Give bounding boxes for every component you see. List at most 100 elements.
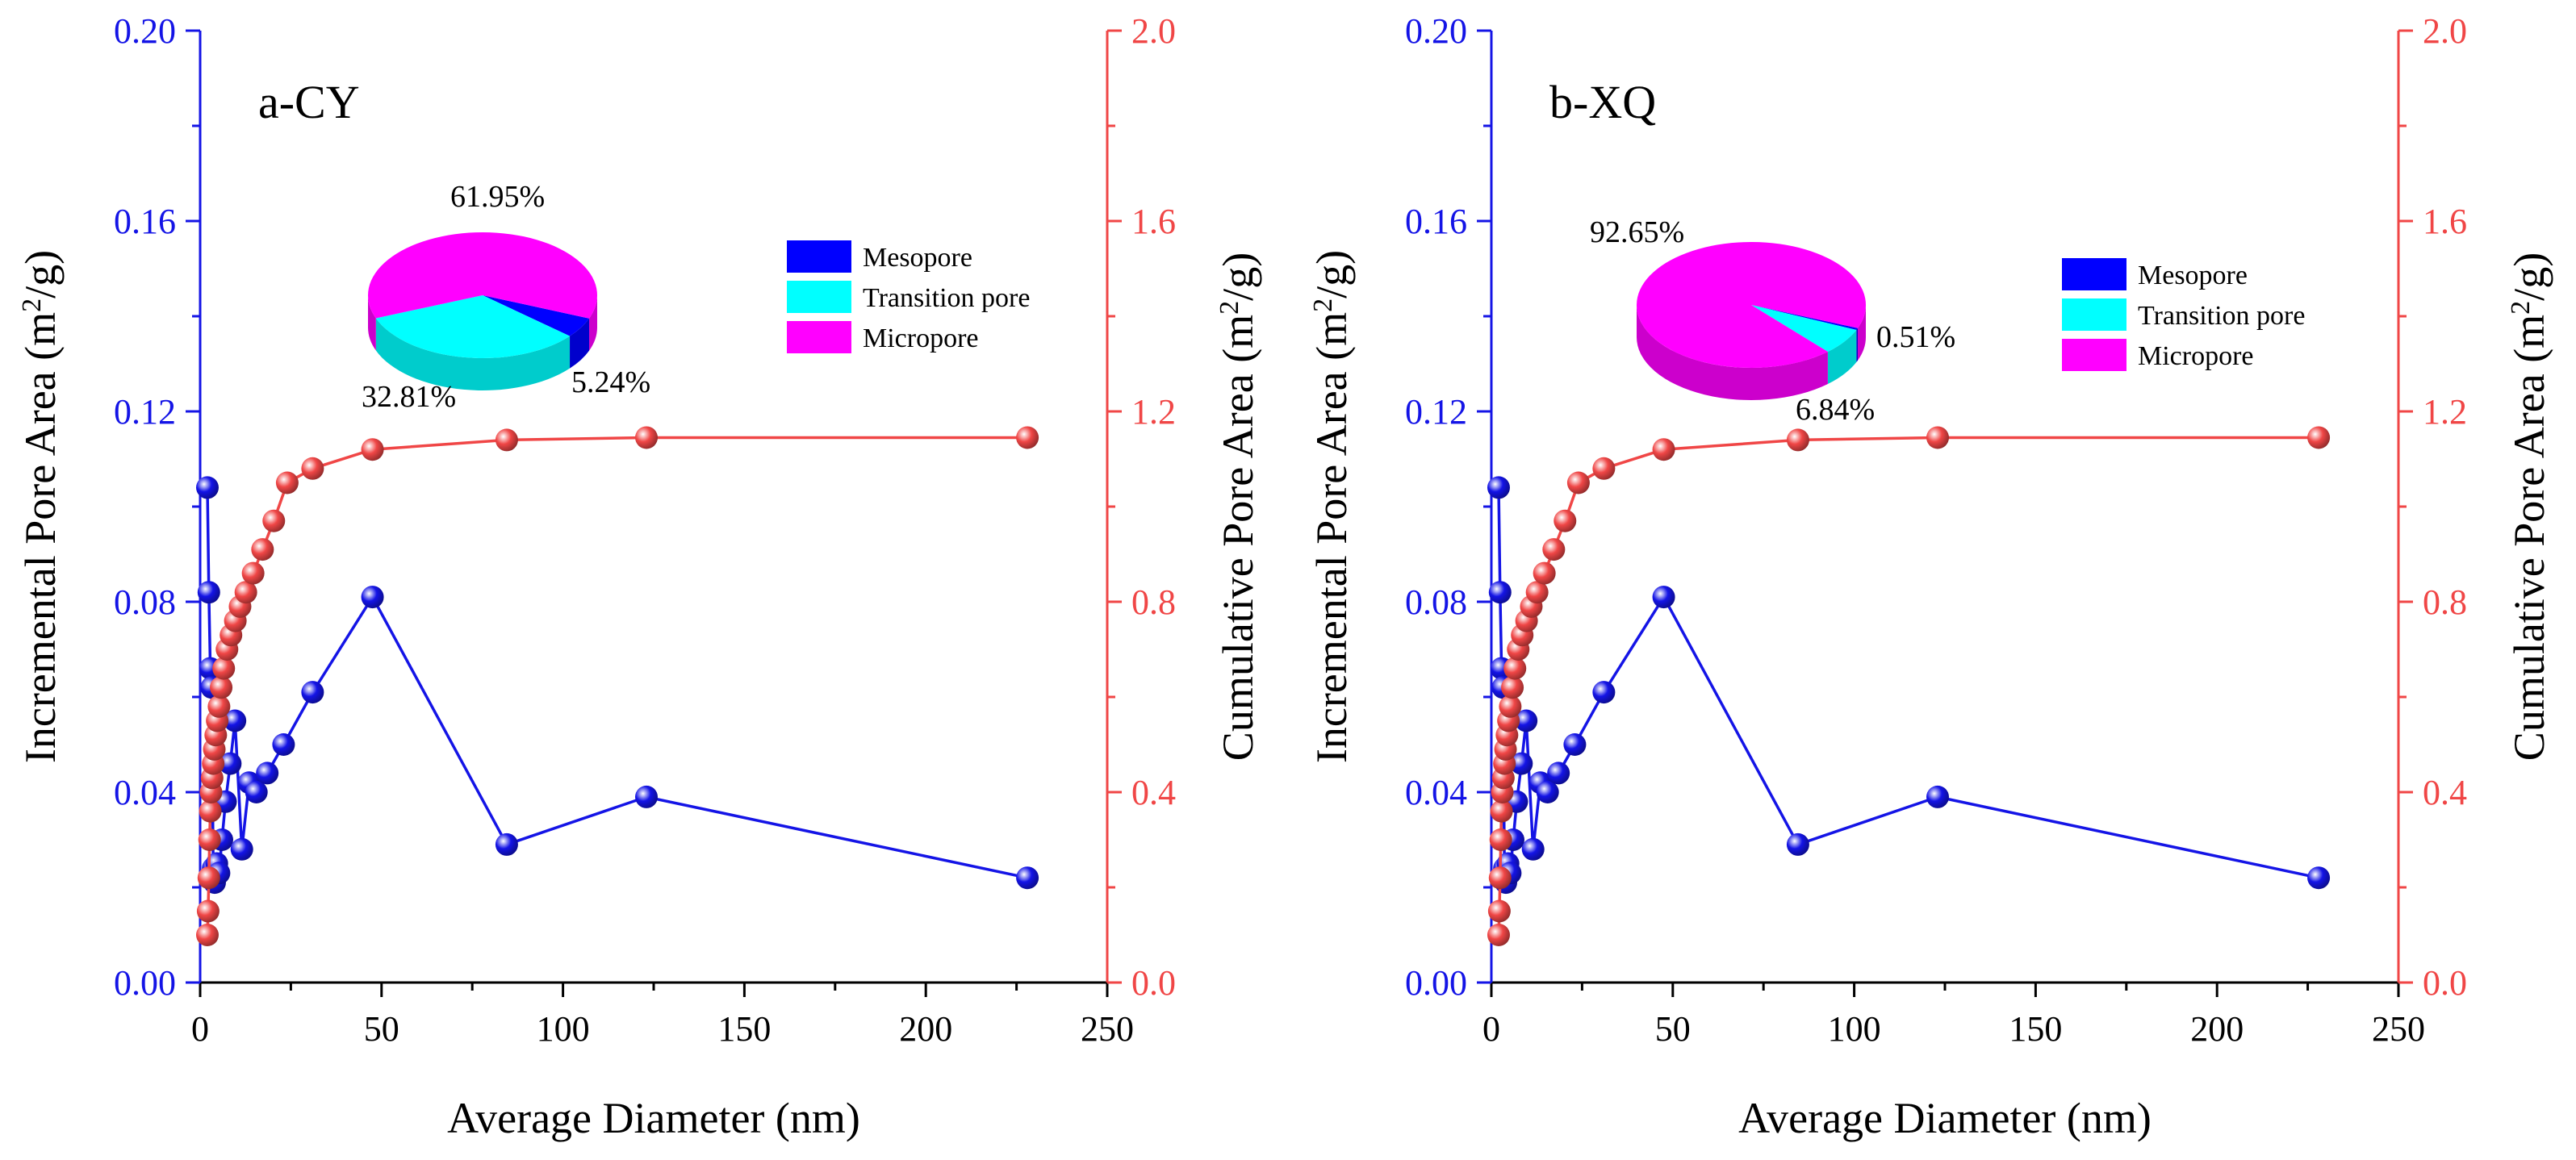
y-right-tick-label: 0.0 (2423, 963, 2467, 1003)
incremental-point (1487, 476, 1510, 499)
pie-percent-label: 0.51% (1876, 320, 1955, 354)
pie-slice-transition-pore (1751, 305, 1857, 353)
cumulative-point (1533, 561, 1556, 585)
cumulative-point (1525, 581, 1549, 604)
cumulative-point (198, 828, 221, 851)
cumulative-point (1554, 509, 1577, 532)
y-right-tick-label: 0.4 (2423, 773, 2467, 812)
panel-label: a-CY (258, 76, 360, 128)
cumulative-point (2307, 426, 2331, 449)
pie-slice-mesopore (1751, 305, 1859, 331)
cumulative-point (1489, 828, 1512, 851)
cumulative-point (262, 509, 286, 532)
legend-label: Mesopore (2138, 261, 2248, 290)
cumulative-point (251, 538, 274, 561)
legend-swatch (787, 240, 851, 273)
y-left-tick-label: 0.08 (114, 582, 176, 622)
incremental-point (195, 476, 219, 499)
cumulative-point (1503, 657, 1527, 680)
cumulative-point (241, 561, 265, 585)
y-left-tick-label: 0.04 (114, 773, 176, 812)
pie-slice-side (1856, 328, 1859, 363)
y-left-title-sup: 2 (17, 298, 47, 312)
pie-percent-label: 92.65% (1590, 215, 1684, 249)
legend-label: Transition pore (2138, 301, 2305, 331)
y-right-tick-label: 0.8 (1131, 582, 1176, 622)
y-right-title-sup: 2 (1215, 301, 1244, 315)
incremental-point (1536, 781, 1559, 803)
cumulative-point (199, 799, 222, 823)
y-right-tick-label: 1.6 (1131, 202, 1176, 241)
incremental-point (224, 709, 247, 732)
cumulative-point (1499, 695, 1522, 718)
legend-swatch (2062, 339, 2126, 371)
y-left-title-base: Incremental Pore Area (m (1307, 312, 1356, 763)
x-tick-label: 50 (1655, 1009, 1691, 1049)
y-right-title-tail: /g) (1214, 252, 1262, 301)
cumulative-point (1926, 426, 1950, 449)
pie-slice-side (570, 318, 590, 369)
cumulative-point (196, 899, 220, 923)
y-left-tick-label: 0.20 (1405, 11, 1467, 51)
cumulative-series-line (1497, 436, 2319, 936)
legend-label: Micropore (863, 323, 979, 353)
y-right-tick-label: 0.4 (1131, 773, 1176, 812)
x-tick-label: 150 (2009, 1009, 2062, 1049)
pie-slice-micropore (1636, 242, 1866, 369)
y-left-tick-label: 0.12 (1405, 392, 1467, 432)
legend-label: Transition pore (863, 283, 1030, 313)
pie-slice-micropore (368, 232, 597, 319)
panel-b-xq: 0 50 100 150 200 250 0.00 0.04 0.08 0.12 0.16 0.20 0… (1307, 11, 2553, 1142)
pie-percent-label: 5.24% (571, 365, 650, 399)
incremental-point (1786, 832, 1809, 856)
y-right-tick-label: 1.6 (2423, 202, 2467, 241)
y-right-tick-label: 1.2 (1131, 392, 1176, 432)
y-right-axis-title: Cumulative Pore Area (m2/g) (1214, 252, 1262, 761)
cumulative-point (495, 428, 518, 452)
pie-percent-label: 6.84% (1796, 393, 1875, 427)
cumulative-point (197, 866, 220, 890)
incremental-point (1592, 681, 1616, 704)
pie-slice-side (1637, 305, 1828, 401)
y-left-title-sup: 2 (1308, 298, 1338, 312)
incremental-point (1563, 733, 1587, 756)
y-left-tick-label: 0.20 (114, 11, 176, 51)
pie-slice-transition-pore (375, 295, 571, 359)
x-tick-label: 250 (1081, 1009, 1134, 1049)
cumulative-point (1490, 799, 1513, 823)
cumulative-point (635, 426, 659, 449)
pie-slice-mesopore (483, 295, 590, 336)
pie-slice-side (589, 295, 597, 351)
x-tick-label: 150 (717, 1009, 771, 1049)
incremental-point (301, 681, 324, 704)
pie-slice-side (1827, 330, 1857, 385)
y-right-tick-label: 2.0 (1131, 11, 1176, 51)
cumulative-point (301, 457, 324, 480)
y-left-tick-label: 0.16 (1405, 202, 1467, 241)
cumulative-point (210, 676, 233, 699)
y-right-title-base: Cumulative Pore Area (m (1214, 315, 1262, 761)
cumulative-series-line (206, 436, 1028, 936)
y-right-tick-label: 1.2 (2423, 392, 2467, 432)
legend-swatch (2062, 298, 2126, 331)
cumulative-point (1487, 899, 1511, 923)
incremental-point (1488, 581, 1512, 604)
x-tick-label: 200 (899, 1009, 952, 1049)
cumulative-point (1488, 866, 1512, 890)
incremental-point (1521, 837, 1545, 861)
incremental-point (1652, 586, 1675, 609)
pie-slice-side (375, 318, 571, 391)
incremental-point (361, 586, 384, 609)
cumulative-point (361, 438, 384, 461)
cumulative-point (1487, 924, 1510, 946)
cumulative-point (1652, 438, 1675, 461)
incremental-point (1016, 866, 1039, 890)
y-left-tick-label: 0.16 (114, 202, 176, 241)
cumulative-point (1016, 426, 1039, 449)
x-tick-label: 250 (2372, 1009, 2425, 1049)
legend-swatch (787, 281, 851, 313)
cumulative-point (195, 924, 219, 946)
x-tick-label: 200 (2190, 1009, 2244, 1049)
pie-percent-label: 32.81% (362, 380, 456, 414)
